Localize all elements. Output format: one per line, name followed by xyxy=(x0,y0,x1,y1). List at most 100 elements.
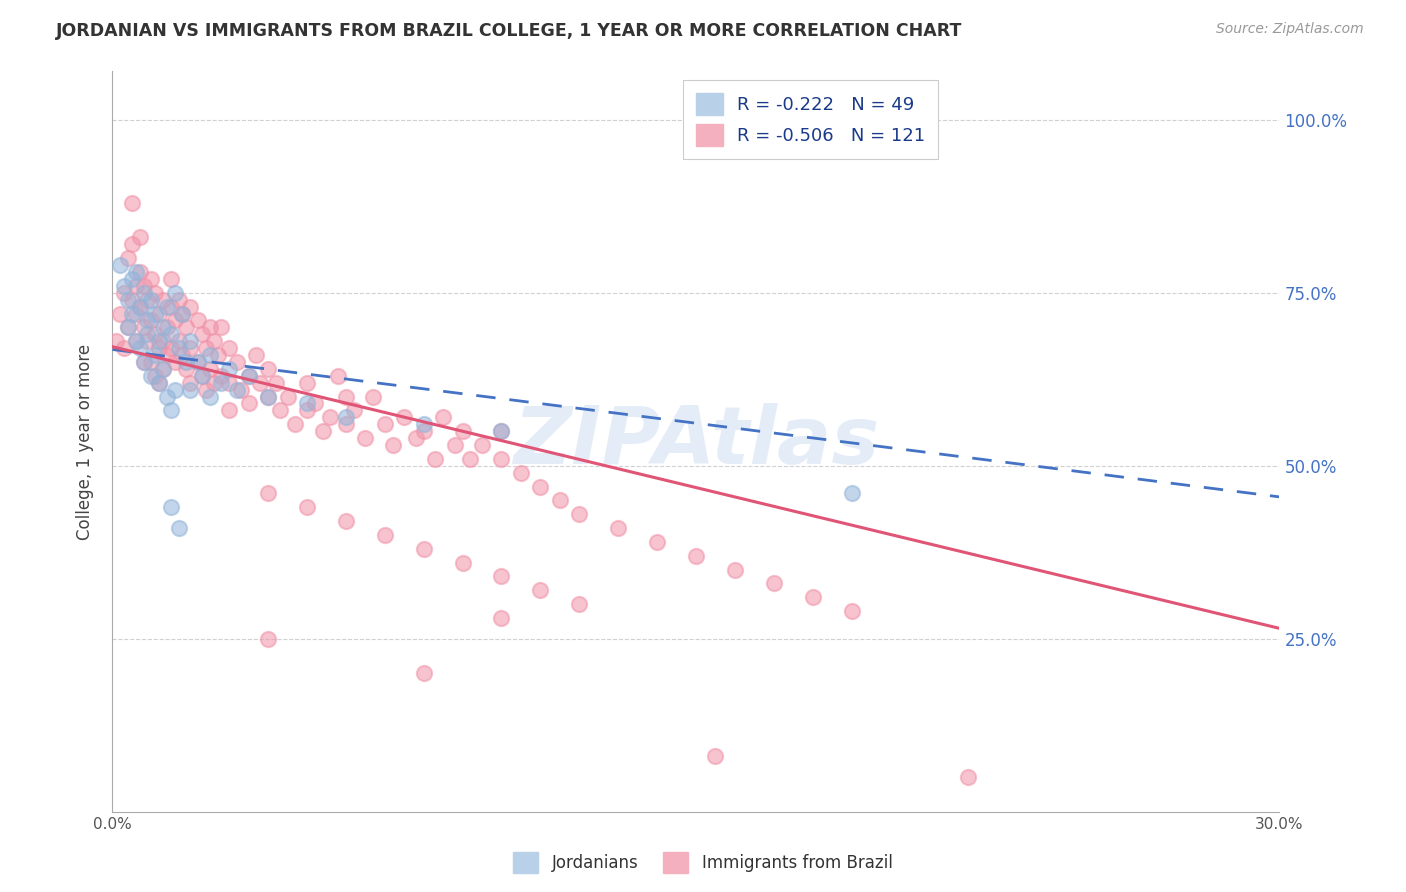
Point xyxy=(529,479,551,493)
Point xyxy=(110,306,132,320)
Point xyxy=(354,431,377,445)
Point xyxy=(509,466,531,480)
Point xyxy=(156,300,179,314)
Point xyxy=(128,300,150,314)
Point xyxy=(132,278,155,293)
Point xyxy=(568,507,591,521)
Point xyxy=(132,320,155,334)
Point xyxy=(198,320,221,334)
Point xyxy=(491,424,513,438)
Point xyxy=(112,278,135,293)
Point xyxy=(148,376,170,390)
Point xyxy=(198,348,221,362)
Point xyxy=(121,272,143,286)
Point xyxy=(491,424,513,438)
Point xyxy=(160,500,183,515)
Point xyxy=(152,334,174,349)
Legend: Jordanians, Immigrants from Brazil: Jordanians, Immigrants from Brazil xyxy=(506,846,900,880)
Point xyxy=(172,306,194,320)
Point xyxy=(191,327,214,342)
Point xyxy=(191,368,214,383)
Point xyxy=(202,334,225,349)
Point xyxy=(361,390,384,404)
Point xyxy=(128,265,150,279)
Point xyxy=(152,293,174,307)
Point xyxy=(238,368,260,383)
Point xyxy=(176,355,198,369)
Point xyxy=(176,320,198,334)
Point xyxy=(143,306,166,320)
Point xyxy=(148,376,170,390)
Point xyxy=(156,390,179,404)
Point xyxy=(245,348,267,362)
Point xyxy=(194,341,217,355)
Point xyxy=(374,528,396,542)
Point xyxy=(167,293,190,307)
Point xyxy=(143,348,166,362)
Point xyxy=(548,493,571,508)
Point xyxy=(412,417,434,432)
Point xyxy=(160,341,183,355)
Point xyxy=(167,334,190,349)
Point xyxy=(148,341,170,355)
Point xyxy=(269,403,291,417)
Point xyxy=(202,376,225,390)
Point xyxy=(412,424,434,438)
Point xyxy=(187,355,209,369)
Point xyxy=(163,313,186,327)
Point xyxy=(343,403,366,417)
Point xyxy=(226,355,249,369)
Point xyxy=(238,396,260,410)
Point xyxy=(105,334,128,349)
Point xyxy=(491,451,513,466)
Point xyxy=(841,486,863,500)
Point xyxy=(284,417,307,432)
Point xyxy=(172,306,194,320)
Point xyxy=(167,341,190,355)
Point xyxy=(194,383,217,397)
Point xyxy=(148,306,170,320)
Point xyxy=(311,424,333,438)
Point xyxy=(121,195,143,210)
Point xyxy=(179,300,201,314)
Point xyxy=(125,306,148,320)
Point xyxy=(187,355,209,369)
Point xyxy=(295,396,318,410)
Point xyxy=(125,334,148,349)
Point xyxy=(136,334,159,349)
Point xyxy=(529,583,551,598)
Point xyxy=(209,368,232,383)
Point xyxy=(163,355,186,369)
Point xyxy=(607,521,630,535)
Point xyxy=(304,396,326,410)
Point xyxy=(724,563,747,577)
Y-axis label: College, 1 year or more: College, 1 year or more xyxy=(76,343,94,540)
Point xyxy=(229,383,252,397)
Point xyxy=(141,272,163,286)
Point xyxy=(218,376,240,390)
Point xyxy=(295,500,318,515)
Point xyxy=(257,390,280,404)
Point xyxy=(179,383,201,397)
Text: JORDANIAN VS IMMIGRANTS FROM BRAZIL COLLEGE, 1 YEAR OR MORE CORRELATION CHART: JORDANIAN VS IMMIGRANTS FROM BRAZIL COLL… xyxy=(56,22,963,40)
Point xyxy=(136,293,159,307)
Point xyxy=(335,410,357,425)
Point xyxy=(257,362,280,376)
Point xyxy=(191,368,214,383)
Point xyxy=(128,230,150,244)
Point xyxy=(451,424,474,438)
Point xyxy=(432,410,454,425)
Text: ZIPAtlas: ZIPAtlas xyxy=(513,402,879,481)
Point xyxy=(238,368,260,383)
Point xyxy=(257,486,280,500)
Point xyxy=(460,451,482,466)
Point xyxy=(704,749,727,764)
Point xyxy=(405,431,427,445)
Point xyxy=(136,327,159,342)
Point xyxy=(172,348,194,362)
Point xyxy=(443,438,465,452)
Point xyxy=(132,355,155,369)
Point xyxy=(209,320,232,334)
Point xyxy=(295,376,318,390)
Point xyxy=(132,355,155,369)
